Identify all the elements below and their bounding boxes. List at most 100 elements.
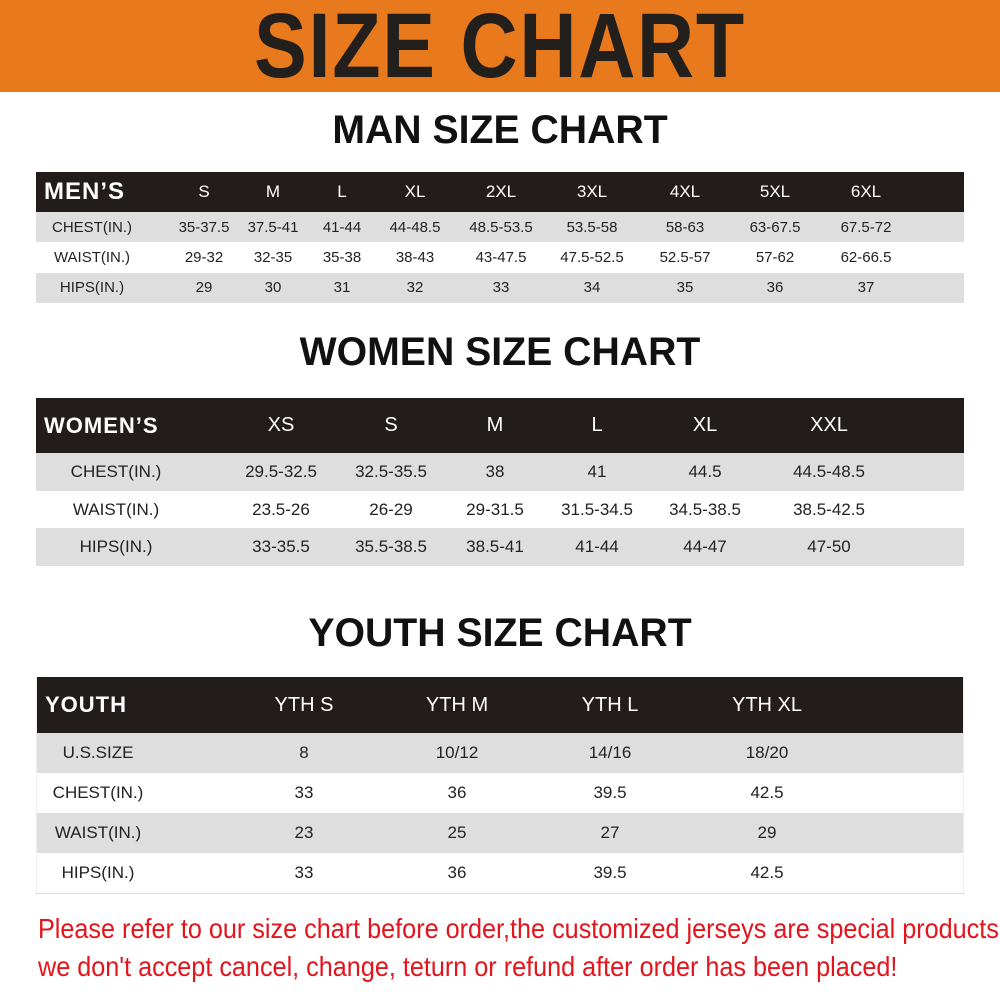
measure-label: U.S.SIZE	[62, 743, 134, 762]
size-value: 62-66.5	[840, 248, 892, 266]
size-header: YTH S	[274, 693, 334, 716]
measure-label: HIPS(IN.)	[79, 537, 153, 557]
size-value: 38.5-41	[466, 537, 524, 557]
size-value: 41	[587, 461, 607, 481]
size-value: 25	[447, 823, 467, 842]
table-row: U.S.SIZE 8 10/12 14/16 18/20	[37, 733, 963, 773]
size-value: 29-31.5	[466, 499, 524, 519]
table-row: HIPS(IN.) 33 36 39.5 42.5	[37, 853, 963, 893]
table-row: WAIST(IN.) 23 25 27 29	[37, 813, 963, 853]
size-value: 37.5-41	[247, 218, 299, 236]
size-value: 35-37.5	[178, 218, 230, 236]
size-value: 23.5-26	[252, 499, 310, 519]
size-value: 34	[583, 279, 601, 297]
size-value: 35	[676, 279, 694, 297]
table-corner-label: MEN’S	[44, 178, 126, 205]
table-row: HIPS(IN.) 29 30 31 32 33 34 35 36 37	[36, 272, 964, 303]
size-header: M	[265, 182, 281, 201]
size-header: 5XL	[759, 182, 791, 201]
size-header: M	[486, 414, 504, 436]
size-value: 43-47.5	[475, 248, 527, 266]
measure-label: WAIST(IN.)	[54, 823, 142, 842]
size-value: 47-50	[807, 537, 851, 557]
size-value: 39.5	[593, 863, 627, 882]
table-corner-label: WOMEN’S	[44, 412, 159, 438]
header-row: YOUTH YTH S YTH M YTH L YTH XL	[37, 677, 963, 733]
size-header: S	[384, 414, 398, 436]
table-row: CHEST(IN.) 29.5-32.5 32.5-35.5 38 41 44.5 44.5…	[36, 453, 964, 491]
size-header: L	[591, 414, 603, 436]
table-row: HIPS(IN.) 33-35.5 35.5-38.5 38.5-41 41-44 44-…	[36, 528, 964, 567]
size-value: 44.5	[688, 461, 722, 481]
size-value: 23	[294, 823, 314, 842]
size-value: 42.5	[750, 863, 784, 882]
men-section-title: MAN SIZE CHART	[332, 108, 668, 152]
table-row: CHEST(IN.) 35-37.5 37.5-41 41-44 44-48.5 48.5…	[36, 212, 964, 243]
table-row: WAIST(IN.) 23.5-26 26-29 29-31.5 31.5-34.5 34…	[36, 490, 964, 529]
size-value: 47.5-52.5	[560, 248, 624, 266]
size-value: 37	[857, 279, 875, 297]
size-value: 29	[757, 823, 777, 842]
youth-size-table: YOUTH YTH S YTH M YTH L YTH XL U.S.SIZE 8 10/12…	[36, 677, 964, 894]
size-header: L	[337, 182, 347, 201]
size-value: 33-35.5	[252, 537, 310, 557]
size-value: 32-35	[253, 248, 293, 266]
size-value: 67.5-72	[840, 218, 892, 236]
measure-label: WAIST(IN.)	[53, 248, 131, 266]
size-header: YTH M	[425, 693, 489, 716]
size-value: 26-29	[369, 499, 413, 519]
size-value: 35-38	[322, 248, 362, 266]
size-value: 29-32	[184, 248, 224, 266]
size-value: 18/20	[745, 743, 789, 762]
size-header: YTH XL	[731, 693, 803, 716]
size-header: XXL	[810, 414, 848, 436]
size-header: 4XL	[669, 182, 701, 201]
size-value: 53.5-58	[566, 218, 618, 236]
size-header: S	[198, 182, 210, 201]
header-row: WOMEN’S XS S M L XL XXL	[36, 398, 964, 453]
size-header: XS	[267, 414, 295, 436]
size-value: 38	[485, 461, 505, 481]
title-banner: SIZE CHART	[0, 0, 1000, 92]
size-header: 6XL	[850, 182, 882, 201]
women-size-table: WOMEN’S XS S M L XL XXL CHEST(IN.) 29.5-32.5 32.5…	[36, 398, 964, 567]
measure-label: HIPS(IN.)	[61, 863, 135, 882]
notice-line-2: we don't accept cancel, change, teturn o…	[38, 951, 898, 982]
size-value: 44-47	[683, 537, 727, 557]
size-value: 36	[766, 279, 784, 297]
size-value: 32	[406, 279, 424, 297]
size-header: 2XL	[485, 182, 517, 201]
notice-line-1: Please refer to our size chart before or…	[38, 913, 1000, 944]
measure-label: CHEST(IN.)	[70, 461, 162, 481]
size-value: 41-44	[322, 218, 362, 236]
size-header: YTH L	[581, 693, 639, 716]
size-value: 10/12	[435, 743, 479, 762]
men-size-table: MEN’S S M L XL 2XL 3XL 4XL 5XL 6XL CHEST(IN.) 35-37…	[36, 172, 964, 303]
size-value: 36	[447, 863, 467, 882]
size-header: XL	[404, 182, 426, 201]
measure-label: WAIST(IN.)	[72, 499, 160, 519]
size-value: 44-48.5	[389, 218, 441, 236]
women-section-title: WOMEN SIZE CHART	[299, 330, 701, 374]
measure-label: HIPS(IN.)	[59, 279, 125, 297]
size-value: 31	[333, 279, 351, 297]
notice-text: Please refer to our size chart before or…	[38, 910, 1000, 986]
size-value: 58-63	[665, 218, 705, 236]
size-value: 57-62	[755, 248, 795, 266]
measure-label: CHEST(IN.)	[52, 783, 144, 802]
size-value: 32.5-35.5	[355, 461, 427, 481]
size-value: 27	[600, 823, 620, 842]
size-value: 35.5-38.5	[355, 537, 427, 557]
size-value: 36	[447, 783, 467, 802]
size-value: 30	[264, 279, 282, 297]
page-title: SIZE CHART	[254, 0, 746, 97]
size-value: 38.5-42.5	[793, 499, 865, 519]
measure-label: CHEST(IN.)	[52, 218, 132, 236]
size-value: 34.5-38.5	[669, 499, 741, 519]
size-header: 3XL	[576, 182, 608, 201]
size-value: 14/16	[588, 743, 632, 762]
size-value: 42.5	[750, 783, 784, 802]
size-value: 38-43	[395, 248, 435, 266]
size-value: 8	[299, 743, 309, 762]
size-value: 63-67.5	[749, 218, 801, 236]
